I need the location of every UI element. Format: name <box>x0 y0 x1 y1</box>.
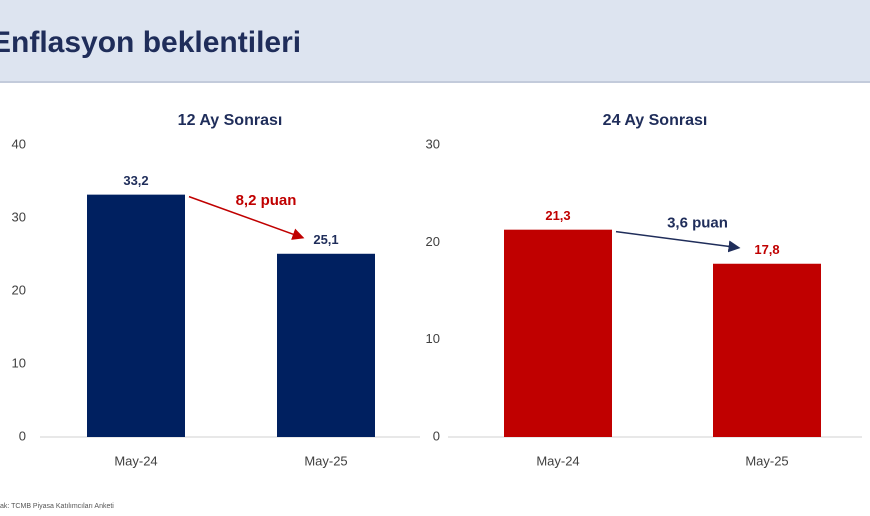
x-tick-label: May-24 <box>536 453 579 468</box>
bar <box>504 229 612 437</box>
change-arrow <box>615 230 741 253</box>
y-tick-label: 10 <box>426 331 440 346</box>
x-tick-label: May-25 <box>745 453 788 468</box>
chart-title: 24 Ay Sonrası <box>603 112 708 129</box>
change-annotation: 3,6 puan <box>667 215 728 232</box>
y-tick-label: 40 <box>12 136 26 151</box>
chart-title: 12 Ay Sonrası <box>178 112 283 129</box>
bar <box>87 194 185 437</box>
value-label: 21,3 <box>545 208 570 223</box>
y-tick-label: 0 <box>433 428 440 443</box>
change-annotation: 8,2 puan <box>236 192 297 209</box>
source-note: ak: TCMB Piyasa Katılımcıları Anketi <box>0 503 114 510</box>
value-label: 25,1 <box>313 232 338 247</box>
y-tick-label: 30 <box>426 136 440 151</box>
y-tick-label: 20 <box>426 234 440 249</box>
x-tick-label: May-25 <box>304 453 347 468</box>
header-band <box>0 0 870 82</box>
value-label: 17,8 <box>754 242 779 257</box>
bar <box>277 253 375 437</box>
change-arrow <box>188 195 305 240</box>
y-tick-label: 20 <box>12 282 26 297</box>
y-tick-label: 30 <box>12 209 26 224</box>
y-tick-label: 10 <box>12 355 26 370</box>
y-tick-label: 0 <box>19 428 26 443</box>
bar <box>713 263 821 437</box>
value-label: 33,2 <box>123 173 148 188</box>
slide-title: Enflasyon beklentileri <box>0 26 301 59</box>
x-tick-label: May-24 <box>114 453 157 468</box>
